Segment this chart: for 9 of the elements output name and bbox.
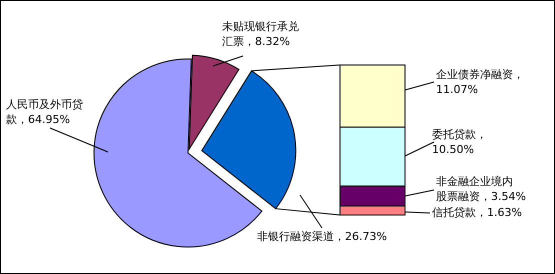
text: 企业债券净融资， <box>436 68 524 81</box>
text: 非金融企业境内股票融资，3.54% <box>436 175 526 203</box>
data-label: 11.07% <box>436 83 478 96</box>
text: 委托贷款， <box>432 128 487 141</box>
slice-label: 人民币及外币贷款，64.95% <box>6 98 83 126</box>
slice-label: 非银行融资渠道，26.73% <box>257 230 387 243</box>
text: 信托贷款，1.63% <box>432 206 522 219</box>
data-label: 10.50% <box>432 143 474 156</box>
slice-label: 未贴现银行承兑汇票，8.32% <box>222 20 299 48</box>
